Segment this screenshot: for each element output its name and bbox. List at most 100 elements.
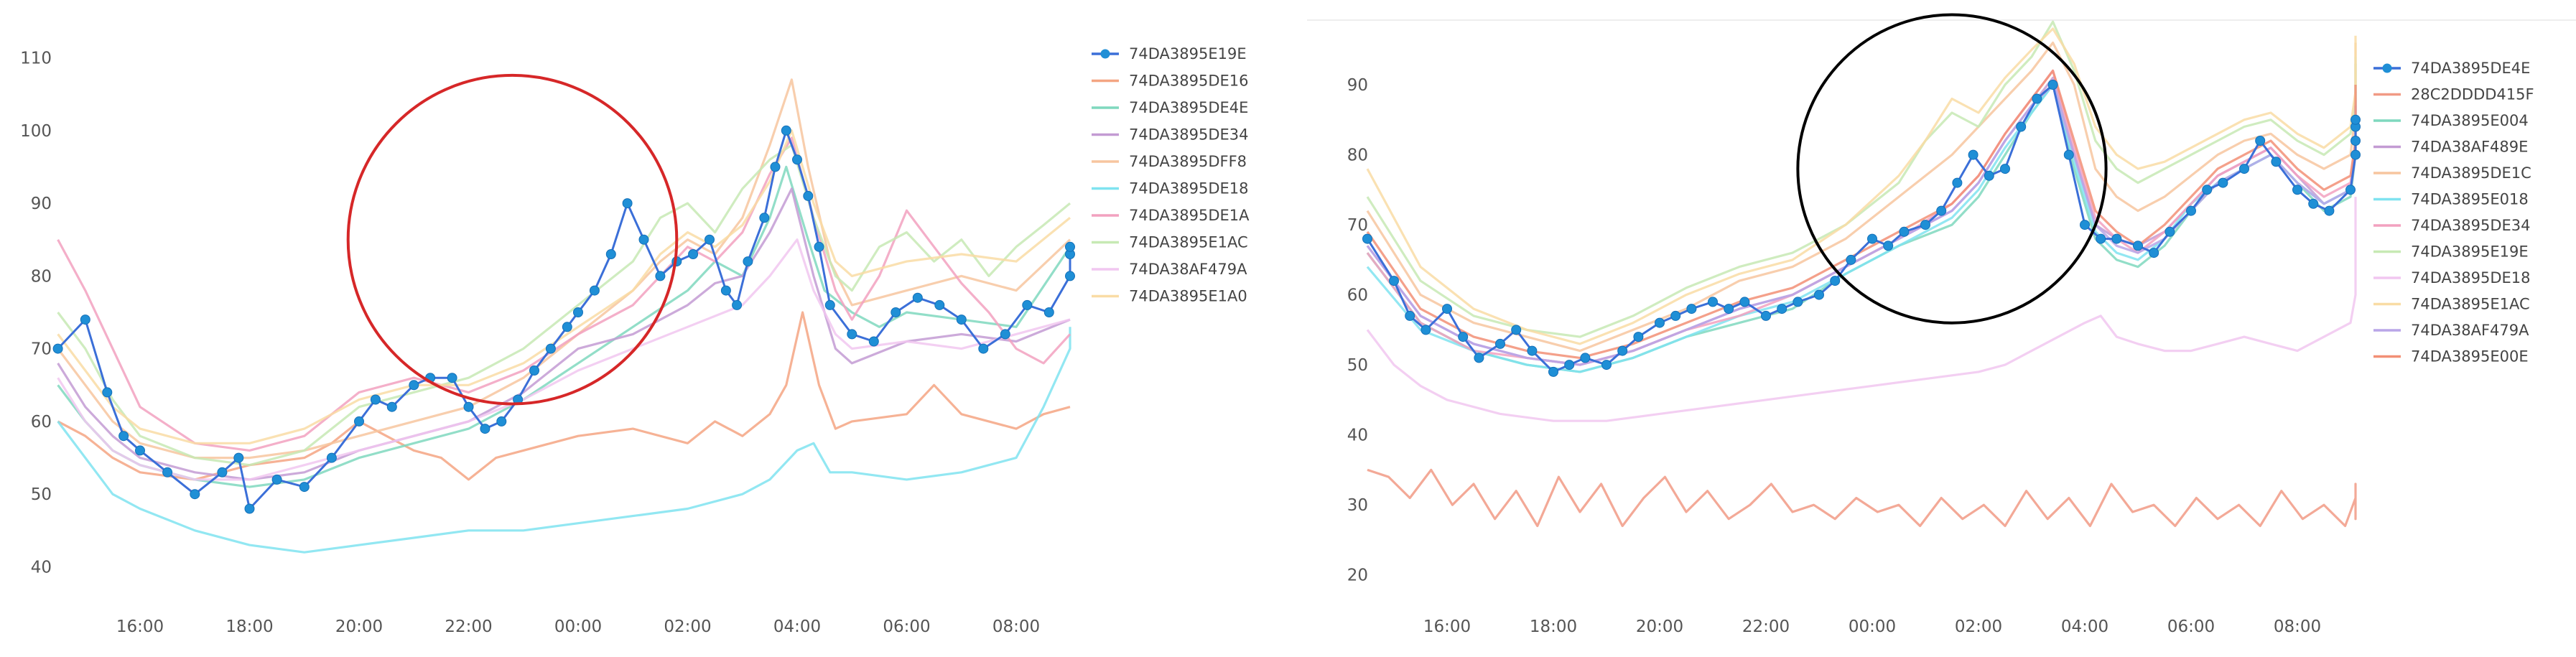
data-point-74DA3895DE4E[interactable] [1580,353,1591,363]
data-point-74DA3895DE4E[interactable] [1920,220,1930,230]
data-point-74DA3895E19E[interactable] [956,314,967,325]
data-point-74DA3895DE4E[interactable] [2186,205,2196,216]
data-point-74DA3895E19E[interactable] [978,343,989,354]
data-point-74DA3895E19E[interactable] [118,431,129,442]
data-point-74DA3895DE4E[interactable] [1686,304,1697,314]
data-point-74DA3895DE4E[interactable] [2255,136,2266,146]
data-point-74DA3895DE4E[interactable] [1511,325,1522,335]
data-point-74DA3895E19E[interactable] [803,190,814,201]
data-point-74DA3895E19E[interactable] [573,307,583,317]
data-point-74DA3895E19E[interactable] [80,314,90,325]
legend-item-label[interactable]: 74DA3895DE1C [2411,164,2531,182]
data-point-74DA3895E19E[interactable] [496,416,507,427]
legend-item-label[interactable]: 74DA38AF489E [2411,139,2528,156]
data-point-74DA3895DE4E[interactable] [2032,93,2042,104]
data-point-74DA3895DE4E[interactable] [1405,310,1415,321]
legend-item-label[interactable]: 74DA38AF479A [1129,261,1247,278]
data-point-74DA3895DE4E[interactable] [1724,304,1734,314]
data-point-74DA3895E19E[interactable] [1065,271,1075,281]
data-point-74DA3895DE4E[interactable] [1708,297,1718,307]
data-point-74DA3895E19E[interactable] [190,489,200,500]
data-point-74DA3895E19E[interactable] [688,249,699,259]
data-point-74DA3895E19E[interactable] [562,322,572,332]
data-point-74DA3895E19E[interactable] [638,234,649,245]
data-point-74DA3895E19E[interactable] [792,154,802,165]
data-point-74DA3895DE4E[interactable] [1458,332,1469,343]
data-point-74DA3895DE4E[interactable] [1968,149,1979,160]
data-point-74DA3895DE4E[interactable] [1670,310,1681,321]
data-point-74DA3895DE4E[interactable] [1617,345,1628,356]
data-point-74DA3895E19E[interactable] [217,467,228,477]
data-point-74DA3895DE4E[interactable] [2133,241,2143,251]
data-point-74DA3895DE4E[interactable] [1362,233,1372,244]
data-point-74DA3895E19E[interactable] [705,234,715,245]
data-point-74DA3895E19E[interactable] [912,292,923,303]
data-point-74DA3895DE4E[interactable] [1739,297,1750,307]
data-point-74DA3895DE4E[interactable] [2096,233,2106,244]
data-point-74DA3895E19E[interactable] [244,503,255,514]
data-point-74DA3895E19E[interactable] [770,162,781,172]
data-point-74DA3895E19E[interactable] [622,198,633,209]
data-point-74DA3895DE4E[interactable] [1814,289,1824,300]
data-point-74DA3895E19E[interactable] [52,343,63,354]
data-point-74DA3895E19E[interactable] [480,424,490,434]
data-point-74DA3895DE4E[interactable] [2149,248,2159,258]
data-point-74DA3895E19E[interactable] [271,474,282,485]
data-point-74DA3895DE4E[interactable] [2351,136,2361,146]
data-point-74DA3895E19E[interactable] [370,394,381,405]
data-point-74DA3895DE4E[interactable] [1792,297,1803,307]
legend-item-label[interactable]: 28C2DDDD415F [2411,86,2534,103]
data-point-74DA3895DE4E[interactable] [1984,170,1994,181]
data-point-74DA3895DE4E[interactable] [2271,157,2282,167]
legend-item-label[interactable]: 74DA3895E19E [2411,243,2529,261]
legend-item-label[interactable]: 74DA3895E00E [2411,348,2529,365]
data-point-74DA3895DE4E[interactable] [2292,185,2302,195]
data-point-74DA3895DE4E[interactable] [1442,304,1452,314]
data-point-74DA3895DE4E[interactable] [2324,205,2335,216]
legend-item-label[interactable]: 74DA3895E19E [1129,45,1247,62]
data-point-74DA3895DE4E[interactable] [1601,360,1612,371]
data-point-74DA3895DE4E[interactable] [2239,164,2249,174]
data-point-74DA3895DE4E[interactable] [1655,317,1665,328]
legend-item-label[interactable]: 74DA3895DE4E [1129,99,1248,116]
data-point-74DA3895DE4E[interactable] [1420,325,1431,335]
data-point-74DA3895DE4E[interactable] [2345,185,2356,195]
data-point-74DA3895E19E[interactable] [847,329,857,340]
data-point-74DA3895DE4E[interactable] [2016,121,2027,132]
legend-item-label[interactable]: 74DA3895DE16 [1129,73,1249,90]
data-point-74DA3895E19E[interactable] [743,256,753,267]
data-point-74DA3895E19E[interactable] [299,482,310,493]
data-point-74DA3895E19E[interactable] [409,380,419,391]
data-point-74DA3895E19E[interactable] [732,299,743,310]
legend-item-label[interactable]: 74DA3895E018 [2411,191,2529,208]
data-point-74DA3895DE4E[interactable] [1633,332,1644,343]
data-point-74DA3895DE4E[interactable] [1564,360,1575,371]
data-point-74DA3895E19E[interactable] [545,343,556,354]
legend-item-label[interactable]: 74DA3895E1AC [1129,234,1248,251]
data-point-74DA3895DE4E[interactable] [1867,233,1877,244]
data-point-74DA3895E19E[interactable] [824,299,835,310]
data-point-74DA3895DE4E[interactable] [1883,241,1894,251]
data-point-74DA3895DE4E[interactable] [1527,345,1538,356]
data-point-74DA3895DE4E[interactable] [1846,254,1856,265]
data-point-74DA3895E19E[interactable] [447,373,457,383]
data-point-74DA3895E19E[interactable] [135,445,145,456]
data-point-74DA3895DE4E[interactable] [1936,205,1947,216]
data-point-74DA3895DE4E[interactable] [1952,177,1963,188]
data-point-74DA3895DE4E[interactable] [2047,80,2058,90]
data-point-74DA3895E19E[interactable] [868,336,879,347]
data-point-74DA3895DE4E[interactable] [2351,149,2361,160]
data-point-74DA3895E19E[interactable] [386,401,397,412]
data-point-74DA3895DE4E[interactable] [1474,353,1484,363]
data-point-74DA3895DE4E[interactable] [2218,177,2228,188]
data-point-74DA3895E19E[interactable] [605,249,616,259]
data-point-74DA3895DE4E[interactable] [1899,226,1910,237]
data-point-74DA3895E19E[interactable] [655,271,666,281]
legend-item-label[interactable]: 74DA3895DE4E [2411,60,2530,77]
data-point-74DA3895E19E[interactable] [1022,299,1033,310]
data-point-74DA3895E19E[interactable] [934,299,945,310]
data-point-74DA3895DE4E[interactable] [1389,276,1399,286]
data-point-74DA3895DE4E[interactable] [2202,185,2213,195]
data-point-74DA3895E19E[interactable] [233,452,244,463]
data-point-74DA3895E19E[interactable] [814,241,824,252]
